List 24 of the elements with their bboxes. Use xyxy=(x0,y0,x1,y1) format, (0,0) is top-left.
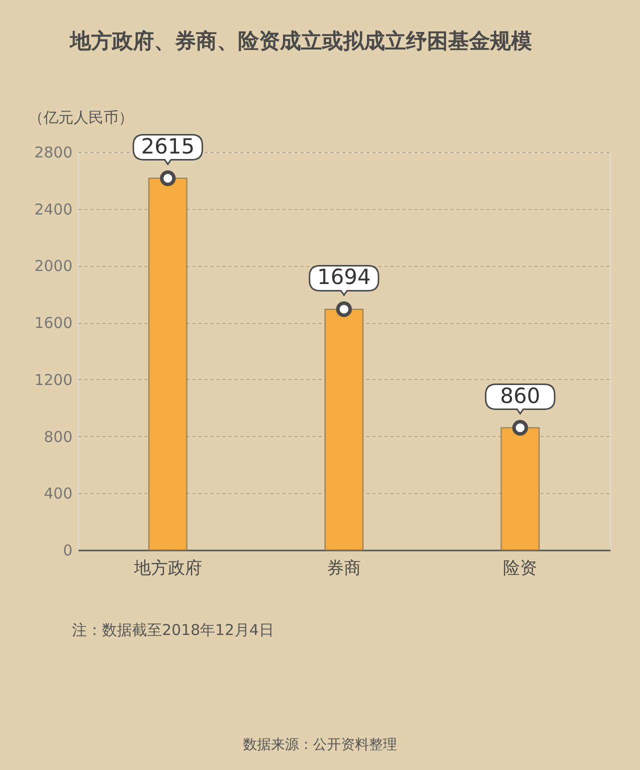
x-tick-label: 券商 xyxy=(327,558,361,578)
y-tick-label: 2000 xyxy=(34,257,72,276)
y-tick-label: 1600 xyxy=(34,314,72,332)
y-tick-label: 400 xyxy=(44,484,72,503)
bar xyxy=(148,178,188,550)
source-note: 数据来源：公开资料整理 xyxy=(243,737,397,753)
y-tick-label: 2800 xyxy=(34,144,72,162)
data-label: 1694 xyxy=(317,265,371,290)
chart-title: 地方政府、券商、险资成立或拟成立纾困基金规模 xyxy=(69,29,532,53)
y-tick-label: 2400 xyxy=(34,200,72,218)
y-tick-label: 800 xyxy=(44,428,72,446)
data-label: 2615 xyxy=(141,134,195,158)
point xyxy=(336,301,352,318)
point xyxy=(160,170,176,186)
bar xyxy=(500,427,540,550)
y-tick-label: 0 xyxy=(62,542,72,560)
x-tick-label: 地方政府 xyxy=(132,558,202,578)
y-axis-title: （亿元人民币） xyxy=(28,108,134,126)
y-tick-label: 1200 xyxy=(34,370,72,389)
point xyxy=(512,420,528,436)
x-tick-label: 险资 xyxy=(503,558,538,578)
bar xyxy=(324,308,364,550)
data-label: 860 xyxy=(500,384,540,408)
text: 注：数据截至2018年12月4日 xyxy=(72,621,274,639)
